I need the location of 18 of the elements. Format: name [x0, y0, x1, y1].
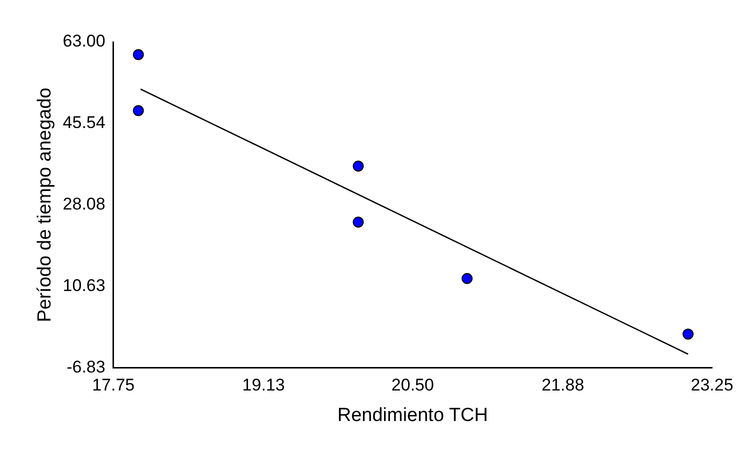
- y-tick-label: 28.08: [62, 194, 106, 214]
- x-tick-label: 20.50: [391, 376, 434, 395]
- x-tick-label: 17.75: [92, 376, 135, 395]
- point: [132, 105, 144, 116]
- y-axis-title: Período de tiempo anegado: [34, 88, 56, 322]
- x-tick-label: 19.13: [242, 376, 285, 395]
- point: [462, 273, 473, 284]
- y-tick-label: 45.54: [62, 113, 106, 132]
- y-tick-label: 10.63: [62, 276, 106, 296]
- point: [352, 216, 364, 228]
- x-tick-label: 23.25: [690, 376, 734, 395]
- point: [352, 160, 364, 172]
- x-axis-title: Rendimiento TCH: [337, 404, 488, 426]
- point: [682, 328, 694, 340]
- y-tick-label: -6.83: [66, 357, 106, 376]
- x-tick-label: 21.88: [542, 376, 584, 395]
- point: [132, 49, 144, 60]
- y-tick-label: 63.00: [62, 32, 106, 51]
